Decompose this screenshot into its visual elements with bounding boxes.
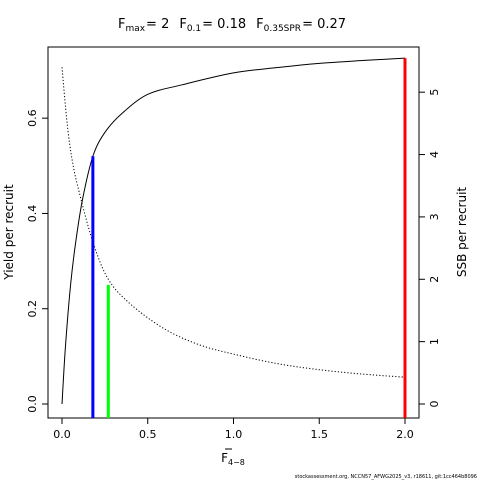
curves-layer	[61, 57, 406, 405]
title-fmax-symbol: F	[118, 17, 125, 32]
title-f01-subscript: 0.1	[187, 24, 201, 34]
title-f035-subscript: 0.35SPR	[264, 24, 301, 34]
yield-per-recruit-curve	[61, 57, 406, 405]
x-tick-label: 2.0	[396, 428, 414, 441]
reference-lines-layer	[91, 58, 407, 418]
x-tick-label: 1.0	[225, 428, 243, 441]
title-fmax-subscript: max	[125, 24, 145, 34]
ssb-per-recruit-curve	[61, 67, 406, 378]
x-axis: 0.0 0.5 1.0 1.5 2.0	[53, 418, 414, 441]
x-axis-label: F4−8	[221, 451, 245, 467]
y2-tick-label: 5	[428, 89, 441, 96]
chart-title: Fmax= 2 F0.1= 0.18 F0.35SPR= 0.27	[118, 17, 346, 34]
x-axis-label-sub: 4−8	[228, 458, 245, 467]
y2-tick-label: 1	[428, 338, 441, 345]
y-tick-label: 0.6	[26, 109, 39, 127]
footer-credit: stockassessment.org, NCCN57_AFWG2025_v3,…	[295, 474, 477, 480]
x-axis-label-main: F	[221, 451, 228, 465]
y2-axis-label: SSB per recruit	[455, 187, 469, 278]
y2-tick-label: 2	[428, 276, 441, 283]
title-f035-value: = 0.27	[302, 17, 346, 32]
y-tick-label: 0.4	[26, 205, 39, 223]
y-axis-label: Yield per recruit	[2, 184, 16, 281]
y2-tick-label: 3	[428, 213, 441, 220]
title-f035-symbol: F	[256, 17, 263, 32]
y2-tick-label: 4	[428, 151, 441, 158]
x-tick-label: 0.0	[53, 428, 71, 441]
y-axis-left: 0.0 0.2 0.4 0.6	[26, 109, 48, 413]
x-tick-label: 0.5	[139, 428, 157, 441]
title-fmax-value: = 2	[146, 17, 169, 32]
y-axis-right: 0 1 2 3 4 5	[419, 89, 441, 408]
x-tick-label: 1.5	[311, 428, 329, 441]
plot-frame	[47, 46, 420, 419]
title-f01-value: = 0.18	[202, 17, 246, 32]
y-tick-label: 0.2	[26, 300, 39, 318]
y-tick-label: 0.0	[26, 395, 39, 413]
title-f01-symbol: F	[179, 17, 186, 32]
y2-tick-label: 0	[428, 401, 441, 408]
